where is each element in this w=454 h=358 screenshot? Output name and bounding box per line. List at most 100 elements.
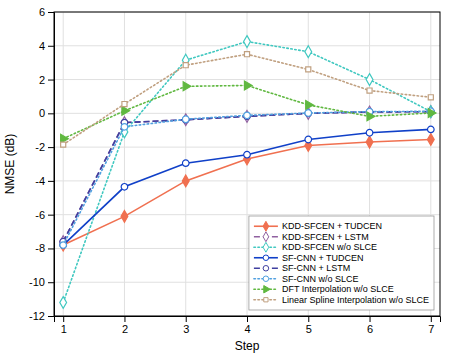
tick-mark [308,316,309,322]
point [122,106,130,115]
series [60,106,434,248]
axis-line [48,13,55,317]
tick-mark [48,113,54,114]
tick: 6 [367,316,373,335]
legend-entry: SF-CNN w/o SLCE [254,274,359,284]
grid-line [54,180,440,181]
tick-mark [48,282,54,283]
legend-marker [263,276,269,282]
series [60,108,434,245]
tick-mark [63,316,64,322]
tick: -12 [29,310,54,322]
tick: 4 [39,40,54,52]
tick-mark [431,316,432,322]
tick-label: -2 [35,141,45,153]
tick: 4 [244,316,250,335]
point [305,46,312,58]
point [367,88,372,93]
point [182,116,189,123]
tick-label: 6 [367,323,373,335]
tick-label: -10 [29,276,45,288]
tick-mark [48,316,54,317]
legend-entry: SF-CNN + LSTM [254,263,350,273]
point [305,110,312,117]
legend-entry: KDD-SFCEN + LSTM [254,232,369,242]
x-axis-title: Step [235,339,260,353]
point [61,142,66,147]
tick: 7 [428,316,434,335]
tick-label: 0 [39,107,45,119]
point [182,116,189,123]
tick: 6 [39,6,54,18]
legend-frame [249,216,434,310]
grid-line [54,79,440,80]
tick: -8 [35,242,54,254]
point [244,151,251,158]
legend-entry: Linear Spline Interpolation w/o SLCE [254,295,429,305]
y-axis-title: NMSE (dB) [3,134,17,195]
grid-line [54,147,440,148]
tick: -6 [35,209,54,221]
tick-label: 4 [39,40,45,52]
legend-label: DFT Interpolation w/o SLCE [282,284,394,294]
point [244,110,251,122]
tick-label: -4 [35,175,45,187]
point [121,184,128,191]
series-line [63,85,431,138]
tick-mark [48,215,54,216]
point [428,109,436,118]
point [306,100,314,109]
tick-mark [48,46,54,47]
legend-marker [263,242,269,252]
point [306,67,311,72]
legend-marker [263,232,269,242]
tick: 2 [39,74,54,86]
tick: -10 [29,276,54,288]
tick: -4 [35,175,54,187]
point [428,126,435,133]
point [305,110,312,117]
legend: KDD-SFCEN + TUDCENKDD-SFCEN + LSTMKDD-SF… [249,216,434,310]
tick-label: 3 [183,323,189,335]
x-axis: 1234567 [55,316,441,335]
legend-label: KDD-SFCEN + LSTM [282,232,369,242]
grid-line [63,12,64,316]
point [367,112,375,121]
point [366,129,373,136]
series [60,108,434,248]
point [121,124,128,131]
tick-mark [48,12,54,13]
legend-label: Linear Spline Interpolation w/o SLCE [282,295,429,305]
legend-marker [264,286,270,293]
tick-mark [48,248,54,249]
point [182,175,189,187]
series-line [63,112,431,242]
point [244,36,251,48]
plot: 1234567-12-10-8-6-4-20246KDD-SFCEN + TUD… [29,6,440,335]
point [244,52,249,57]
series-line [63,129,431,245]
tick-mark [124,316,125,322]
legend-marker [264,298,268,302]
point [182,114,189,126]
point [244,81,252,90]
legend-entry: DFT Interpolation w/o SLCE [254,284,394,294]
grid-line [124,12,125,316]
tick: 2 [122,316,128,335]
point [305,136,312,143]
chart: 1234567-12-10-8-6-4-20246KDD-SFCEN + TUD… [0,0,454,358]
tick: -2 [35,141,54,153]
point [183,63,188,68]
series [61,81,436,143]
tick: 1 [61,316,67,335]
tick-label: 2 [122,323,128,335]
series-line [63,112,431,242]
plot-frame [54,12,440,316]
point [60,242,67,249]
legend-label: SF-CNN w/o SLCE [282,274,359,284]
point [366,74,373,86]
tick: 0 [39,107,54,119]
series-line [63,111,431,245]
legend-entry: KDD-SFCEN + TUDCEN [254,221,382,231]
legend-marker [263,265,269,271]
